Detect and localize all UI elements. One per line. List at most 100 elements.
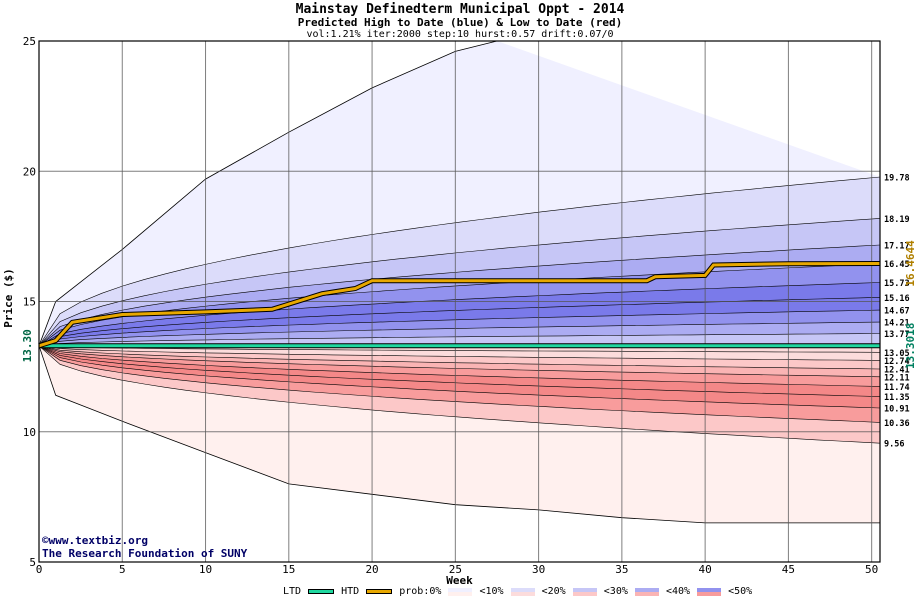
percentile-end-label-9: 13.05 [884,349,910,359]
y-tick-label-15: 15 [23,296,36,309]
percentile-line-12 [39,345,880,378]
percentile-end-label-10: 12.74 [884,357,910,367]
legend-htd-label: HTD [341,586,360,597]
percentile-bands [39,41,880,524]
x-tick-label-45: 45 [782,563,795,576]
percentile-line-13 [39,345,880,387]
legend-40-swatch [697,587,722,596]
percentile-line-4 [39,282,880,347]
legend-ltd-label: LTD [283,586,302,597]
x-axis-label: Week [446,574,473,587]
band-upper-7 [39,322,880,346]
chart-legend: LTD HTD prob:0% <10% <20% <30% <40% <50% [283,586,752,598]
band-upper-inner [39,333,880,346]
percentile-line-1 [39,218,880,346]
percentile-end-label-4: 15.73 [884,279,910,289]
band-lower-3 [39,345,880,387]
legend-prob0-swatch [448,587,473,596]
y-tick-label-10: 10 [23,426,36,439]
percentile-end-label-1: 18.19 [884,215,910,225]
ltd-end-value: 13.3018 [904,323,917,369]
percentile-end-label-11: 12.41 [884,365,910,375]
band-upper-outer [39,41,880,346]
x-tick-label-40: 40 [699,563,712,576]
percentile-line-15 [39,345,880,409]
legend-50-label: <50% [728,586,753,597]
credit-website: ©www.textbiz.org [42,534,148,547]
credit-organization: The Research Foundation of SUNY [42,547,248,560]
percentile-line-3 [39,263,880,347]
percentile-end-label-2: 17.17 [884,241,910,251]
percentile-end-label-8: 13.77 [884,330,910,340]
chart-title: Mainstay Definedterm Municipal Oppt - 20… [295,2,625,17]
y-tick-label-5: 5 [29,556,36,569]
legend-20-swatch [572,587,597,596]
percentile-line-16 [39,345,880,423]
x-tick-label-25: 25 [449,563,462,576]
legend-20-label: <20% [541,586,566,597]
percentile-line-7 [39,321,880,347]
percentile-line-8 [39,333,880,347]
legend-30-label: <30% [603,586,628,597]
band-lower-5 [39,345,880,408]
band-lower-2 [39,345,880,377]
percentile-line-9 [39,345,880,353]
y-tick-label-20: 20 [23,165,36,178]
legend-ltd-swatch [308,589,335,594]
band-upper-6 [39,310,880,346]
start-price-label: 13.30 [21,329,34,362]
band-lower-6 [39,345,880,423]
percentile-end-label-16: 10.36 [884,419,910,429]
band-upper-4 [39,282,880,346]
band-upper-2 [39,245,880,346]
percentile-end-label-7: 14.21 [884,319,910,329]
percentile-end-label-15: 10.91 [884,405,910,415]
percentile-end-label-6: 14.67 [884,307,910,317]
band-lower-1 [39,345,880,369]
percentile-end-label-13: 11.74 [884,383,910,393]
band-upper-3 [39,263,880,346]
percentile-end-label-12: 12.11 [884,373,910,383]
chart-subtitle: Predicted High to Date (blue) & Low to D… [297,16,623,29]
x-tick-label-5: 5 [119,563,126,576]
percentile-end-label-5: 15.16 [884,294,910,304]
percentile-line-2 [39,244,880,347]
band-lower-outer [39,345,880,523]
htd-line [38,262,881,348]
band-lower-7 [39,345,880,444]
percentile-line-10 [39,345,880,361]
percentile-line-17 [39,345,880,444]
x-tick-label-30: 30 [532,563,545,576]
x-tick-label-35: 35 [615,563,628,576]
legend-prob-label: prob:0% [399,586,442,597]
percentile-line-14 [39,345,880,397]
percentile-end-label-0: 19.78 [884,173,910,183]
band-upper-0 [39,177,880,346]
y-axis-label: Price ($) [2,268,15,328]
legend-htd-swatch [366,589,393,594]
x-tick-label-0: 0 [36,563,43,576]
x-tick-label-20: 20 [365,563,378,576]
y-tick-label-25: 25 [23,35,36,48]
percentile-line-0 [39,176,880,346]
x-tick-label-10: 10 [199,563,212,576]
plot-frame [38,40,881,563]
x-tick-label-15: 15 [282,563,295,576]
percentile-line-6 [39,309,880,347]
percentile-end-label-17: 9.56 [884,440,904,450]
percentile-line-11 [39,345,880,370]
envelope-min-line [39,345,880,524]
band-upper-1 [39,218,880,346]
legend-10-label: <10% [479,586,504,597]
band-lower-4 [39,345,880,397]
chart-header: Mainstay Definedterm Municipal Oppt - 20… [0,0,920,41]
legend-30-swatch [634,587,659,596]
x-tick-label-50: 50 [865,563,878,576]
percentile-end-label-3: 16.45 [884,260,910,270]
legend-40-label: <40% [665,586,691,597]
percentile-end-label-14: 11.35 [884,393,910,403]
band-upper-5 [39,297,880,346]
htd-end-value: 16.4644 [904,240,917,287]
simulation-params: vol:1.21% iter:2000 step:10 hurst:0.57 d… [306,29,614,40]
